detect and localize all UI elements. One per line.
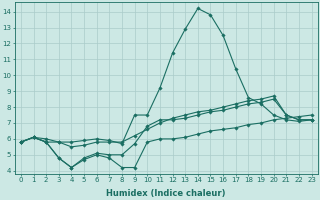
X-axis label: Humidex (Indice chaleur): Humidex (Indice chaleur) xyxy=(107,189,226,198)
